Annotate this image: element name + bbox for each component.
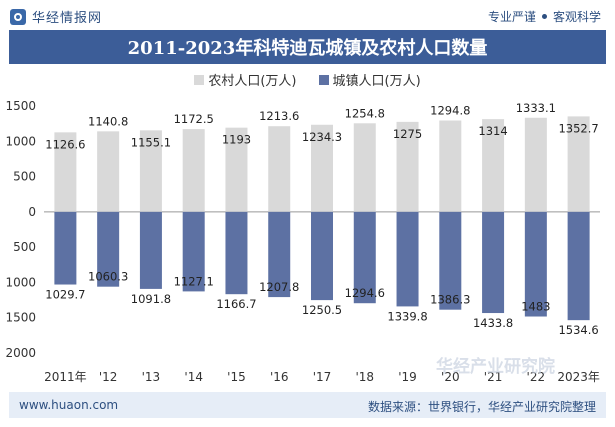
y-tick-label: 2000	[5, 346, 36, 360]
bar-rural	[482, 119, 505, 212]
data-label-urban: 1127.1	[174, 274, 214, 288]
data-label-rural: 1213.6	[259, 109, 299, 123]
data-label-urban: 1483	[521, 300, 550, 314]
data-label-rural: 1314	[478, 124, 507, 138]
data-label-urban: 1339.8	[387, 309, 427, 323]
title-bar: 2011-2023年科特迪瓦城镇及农村人口数量	[9, 30, 606, 64]
x-tick-label: 2011年	[44, 370, 87, 384]
legend-swatch-rural	[194, 74, 205, 85]
data-label-urban: 1433.8	[473, 316, 513, 330]
footer: www.huaon.com 数据来源：世界银行，华经产业研究院整理	[9, 392, 606, 418]
legend-item-rural[interactable]: 农村人口(万人)	[194, 70, 297, 89]
legend-item-urban[interactable]: 城镇人口(万人)	[318, 70, 421, 89]
bar-rural	[139, 130, 162, 212]
chart-legend: 农村人口(万人) 城镇人口(万人)	[0, 70, 615, 89]
bar-rural	[182, 129, 205, 212]
x-tick-label: '15	[227, 370, 246, 384]
data-label-urban: 1250.5	[302, 303, 342, 317]
data-label-rural: 1254.8	[345, 106, 385, 120]
data-label-urban: 1091.8	[131, 292, 171, 306]
data-label-rural: 1275	[393, 127, 422, 141]
slogan-left: 专业严谨	[487, 10, 536, 24]
bar-urban	[353, 211, 376, 304]
slogan-right: 客观科学	[552, 10, 601, 24]
x-tick-label: '16	[270, 370, 289, 384]
data-label-rural: 1333.1	[516, 101, 556, 115]
footer-source: 数据来源：世界银行，华经产业研究院整理	[367, 400, 596, 414]
footer-url[interactable]: www.huaon.com	[19, 398, 119, 412]
data-label-rural: 1234.3	[302, 130, 342, 144]
data-label-rural: 1294.8	[430, 103, 470, 117]
bar-rural	[225, 127, 248, 212]
x-tick-label: '19	[398, 370, 417, 384]
bar-rural	[311, 124, 333, 212]
y-tick-label: 1000	[5, 275, 36, 289]
watermark: 华经产业研究院	[436, 357, 555, 377]
x-tick-label: '12	[99, 370, 118, 384]
bar-urban	[182, 211, 205, 292]
legend-label-rural: 农村人口(万人)	[208, 74, 297, 89]
data-label-urban: 1386.3	[430, 293, 470, 307]
bar-rural	[524, 117, 547, 212]
x-tick-label: '17	[313, 370, 332, 384]
bar-rural	[439, 120, 462, 212]
x-tick-label: '18	[355, 370, 374, 384]
y-tick-label: 1500	[5, 99, 36, 113]
bar-urban	[396, 211, 419, 307]
data-label-urban: 1166.7	[216, 297, 256, 311]
top-bar: 华经情报网 专业严谨 客观科学	[0, 0, 615, 30]
bar-urban	[311, 211, 333, 301]
bar-rural	[97, 131, 120, 212]
slogan: 专业严谨 客观科学	[488, 8, 601, 25]
data-label-rural: 1172.5	[174, 112, 214, 126]
data-label-urban: 1534.6	[558, 323, 598, 337]
data-label-rural: 1140.8	[88, 114, 128, 128]
bar-rural	[268, 126, 291, 212]
data-label-rural: 1155.1	[131, 135, 171, 149]
x-tick-label: '14	[184, 370, 203, 384]
x-tick-label: '13	[142, 370, 161, 384]
y-tick-label: 0	[28, 205, 36, 219]
chart-canvas: 1500 1000 500 0 500 1000 1500 2000 1126.6 1029.7 2…	[5, 99, 600, 384]
bar-urban	[482, 211, 505, 314]
brand-name: 华经情报网	[32, 11, 103, 26]
bar-urban	[225, 211, 248, 295]
y-tick-label: 500	[13, 170, 36, 184]
brand[interactable]: 华经情报网	[10, 7, 102, 26]
bar-urban	[139, 211, 162, 289]
bullet-dot-icon	[541, 14, 547, 19]
x-tick-label: '22	[527, 370, 546, 384]
data-label-rural: 1126.6	[45, 137, 85, 151]
y-tick-label: 1000	[5, 134, 36, 148]
data-label-urban: 1294.6	[345, 286, 385, 300]
data-label-rural: 1193	[222, 133, 251, 147]
data-label-urban: 1029.7	[45, 288, 85, 302]
data-label-rural: 1352.7	[558, 121, 598, 135]
y-tick-label: 500	[13, 240, 36, 254]
bar-urban	[567, 211, 590, 321]
x-tick-label: '21	[484, 370, 503, 384]
legend-label-urban: 城镇人口(万人)	[332, 74, 421, 89]
bar-urban	[97, 211, 120, 287]
legend-swatch-urban	[318, 74, 329, 85]
bar-rural	[396, 121, 419, 212]
x-tick-label: 2023年	[557, 370, 600, 384]
data-label-urban: 1207.8	[259, 280, 299, 294]
bar-urban	[54, 211, 77, 285]
bar-urban	[439, 211, 462, 310]
bar-urban	[268, 211, 291, 298]
chart-title: 2011-2023年科特迪瓦城镇及农村人口数量	[127, 38, 488, 59]
bar-rural	[353, 123, 376, 212]
bar-urban	[524, 211, 547, 317]
bar-rural	[54, 132, 77, 212]
y-tick-label: 1500	[5, 311, 36, 325]
brand-logo-icon	[10, 8, 26, 25]
data-label-urban: 1060.3	[88, 270, 128, 284]
x-tick-label: '20	[441, 370, 460, 384]
bar-rural	[567, 116, 590, 212]
